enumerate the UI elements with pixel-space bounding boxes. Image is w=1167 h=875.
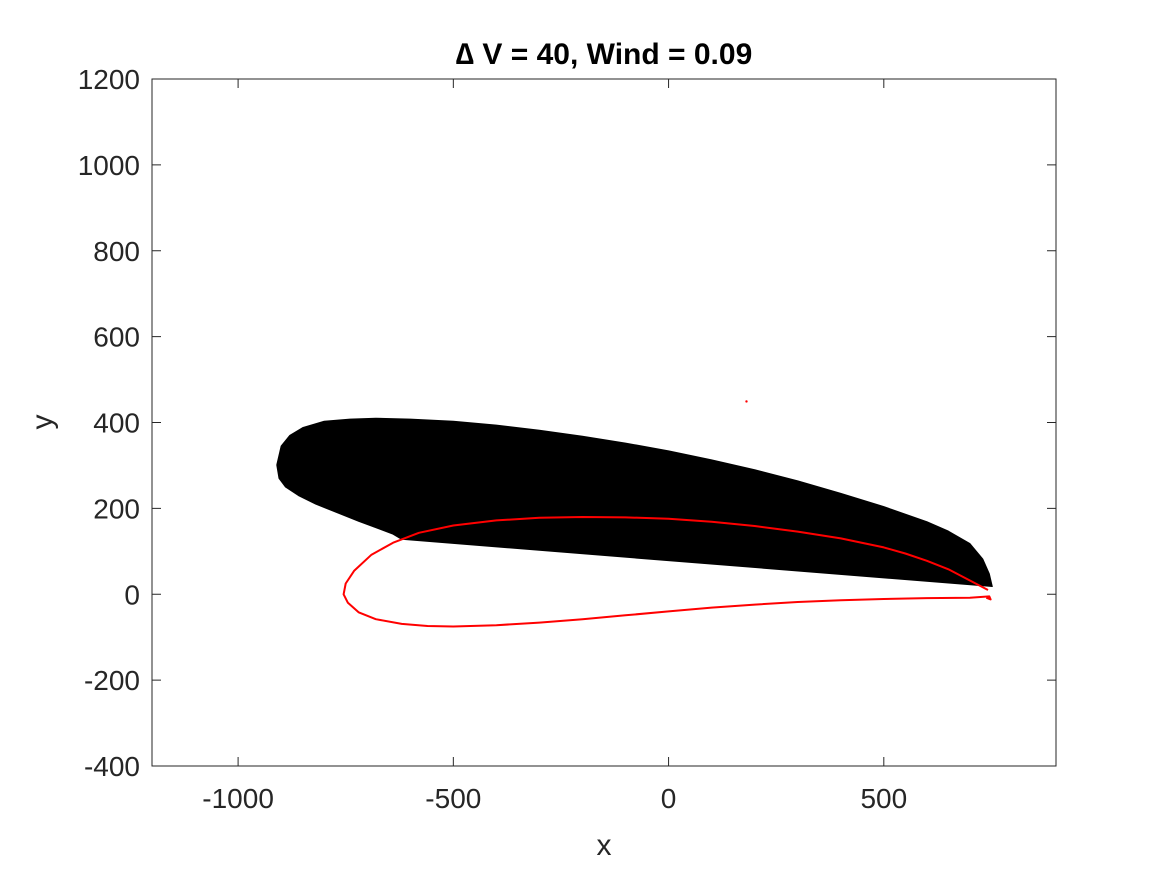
y-tick-label: -200	[84, 665, 140, 696]
tick-marks	[152, 78, 1056, 767]
series-0-filled-band	[276, 417, 993, 588]
plot-area: -1000 -500 0 500 -400 -200 0 200 400 600 800 1000 12…	[78, 64, 1057, 814]
x-tick-label: -1000	[202, 783, 274, 814]
y-tick-label: 600	[93, 322, 140, 353]
y-tick-label: 0	[124, 579, 140, 610]
tick-labels: -1000 -500 0 500 -400 -200 0 200 400 600 800 1000 12…	[78, 64, 907, 814]
y-axis-label: y	[26, 415, 59, 430]
chart-marks	[276, 400, 993, 628]
y-tick-label: 200	[93, 493, 140, 524]
y-tick-label: 1200	[78, 64, 140, 95]
y-tick-label: -400	[84, 751, 140, 782]
x-tick-label: 0	[661, 783, 677, 814]
chart-title: ∆ V = 40, Wind = 0.09	[456, 38, 753, 71]
series-1-line	[342, 516, 992, 628]
y-tick-label: 400	[93, 408, 140, 439]
series-2-point	[745, 400, 748, 403]
x-axis-label: x	[597, 829, 612, 862]
x-tick-label: -500	[425, 783, 481, 814]
y-tick-label: 1000	[78, 150, 140, 181]
y-tick-label: 800	[93, 236, 140, 267]
x-tick-label: 500	[860, 783, 907, 814]
